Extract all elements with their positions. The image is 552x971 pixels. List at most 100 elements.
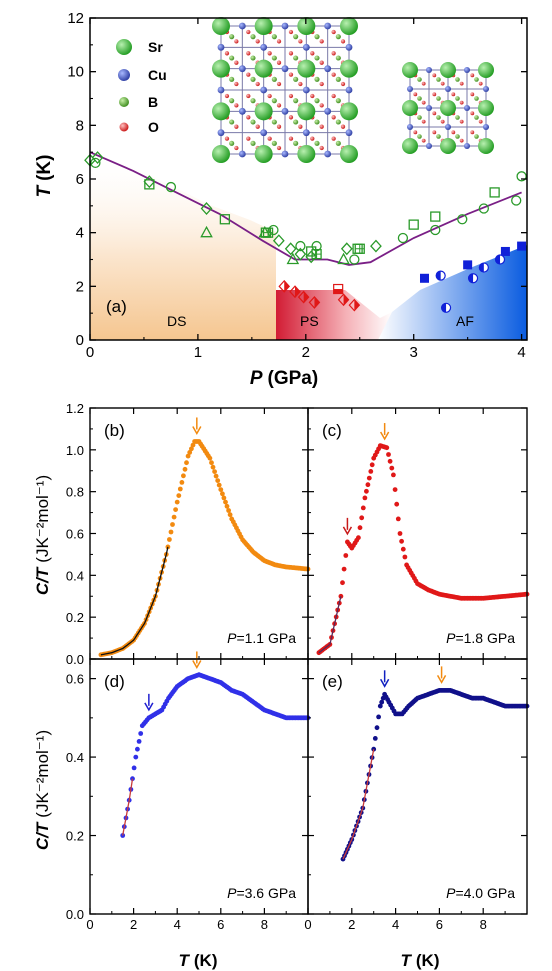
cu-atom <box>238 65 246 73</box>
point-circle <box>165 181 177 193</box>
sr-atom <box>402 100 418 116</box>
y-axis-label-bc: C/T(JK⁻²mol⁻¹) <box>33 475 52 595</box>
y-axis-label: T(K) <box>34 155 55 198</box>
data-point <box>371 746 377 752</box>
data-point <box>167 537 172 542</box>
point-diamond <box>200 202 213 215</box>
sr-atom <box>212 59 230 78</box>
o-atom <box>276 81 282 87</box>
data-point <box>224 503 230 509</box>
b-atom <box>271 119 277 125</box>
sr-atom <box>254 59 273 78</box>
cu-atom <box>281 22 289 30</box>
data-point <box>340 580 345 586</box>
point-blue-circle-half <box>479 263 484 273</box>
b-atom <box>436 77 441 82</box>
o-atom <box>298 124 303 129</box>
cu-atom <box>425 142 433 150</box>
transition-arrow-head <box>342 526 353 536</box>
data-point <box>213 473 219 479</box>
o-atom <box>234 81 239 87</box>
b-atom <box>455 134 460 139</box>
cu-atom <box>238 150 246 158</box>
o-atom <box>331 72 336 77</box>
o-atom <box>331 29 336 35</box>
transition-arrow-head <box>192 660 202 669</box>
data-point <box>362 495 368 501</box>
o-atom <box>470 130 475 135</box>
o-atom <box>331 51 336 56</box>
point-circle <box>511 195 522 206</box>
sr-atom <box>478 62 494 78</box>
b-atom <box>314 76 320 82</box>
b-atom <box>271 76 277 82</box>
point-triangle <box>286 252 300 265</box>
o-atom <box>288 29 294 35</box>
data-point <box>360 505 366 511</box>
data-point <box>215 478 221 483</box>
o-atom <box>288 51 294 56</box>
data-point <box>374 725 380 731</box>
b-atom <box>455 96 460 101</box>
x-tick-label: 8 <box>261 917 268 932</box>
data-point <box>338 593 344 599</box>
cu-atom <box>260 129 268 137</box>
b-atom <box>436 115 441 120</box>
point-circle <box>397 232 409 244</box>
fit-line <box>122 778 134 836</box>
b-atom <box>417 134 422 139</box>
point-red-diamond <box>354 299 360 311</box>
o-atom <box>298 81 303 87</box>
data-point <box>133 754 139 760</box>
data-point <box>174 499 180 505</box>
data-curve <box>98 439 311 658</box>
data-point <box>216 482 222 488</box>
o-atom <box>478 119 483 124</box>
data-point <box>207 455 213 461</box>
data-point <box>173 507 179 512</box>
sr-atom <box>297 59 316 78</box>
cu-atom <box>302 43 310 51</box>
plot-frame <box>307 407 528 660</box>
cu-atom <box>463 66 471 74</box>
o-atom <box>459 119 464 124</box>
o-atom <box>331 115 336 120</box>
data-point <box>397 531 403 536</box>
data-point <box>364 488 369 494</box>
transition-arrow-head <box>379 678 390 688</box>
data-point <box>400 546 406 552</box>
o-atom <box>319 39 324 44</box>
panel-label: (c) <box>322 421 342 440</box>
o-atom <box>224 136 230 141</box>
y-tick-label: 2 <box>76 278 84 295</box>
o-atom <box>319 124 324 129</box>
o-atom <box>310 93 315 99</box>
b-atom <box>417 77 422 82</box>
o-atom <box>288 115 294 120</box>
cu-atom <box>345 129 353 137</box>
b-atom <box>293 55 299 61</box>
point-square <box>219 214 231 225</box>
data-point <box>356 535 361 541</box>
point-diamond <box>340 242 353 256</box>
y-tick-label: 6 <box>76 171 84 188</box>
fit-line <box>100 546 169 656</box>
plot-frame <box>307 658 528 915</box>
cu-atom <box>425 66 433 74</box>
o-atom <box>319 60 324 65</box>
legend-sr: Sr <box>116 39 163 55</box>
cu-atom <box>217 129 225 137</box>
sr-atom <box>440 138 456 154</box>
o-atom <box>310 136 315 141</box>
point-square <box>430 211 441 222</box>
pressure-label: P=3.6 GPa <box>227 885 296 901</box>
b-atom-icon <box>119 97 129 107</box>
x-tick-label: 6 <box>436 917 443 932</box>
point-blue-square <box>463 260 473 270</box>
data-point <box>384 445 390 451</box>
b-atom <box>436 134 441 139</box>
data-point <box>135 746 140 752</box>
data-points <box>84 151 527 313</box>
cu-atom <box>482 85 490 93</box>
data-point <box>212 469 218 474</box>
